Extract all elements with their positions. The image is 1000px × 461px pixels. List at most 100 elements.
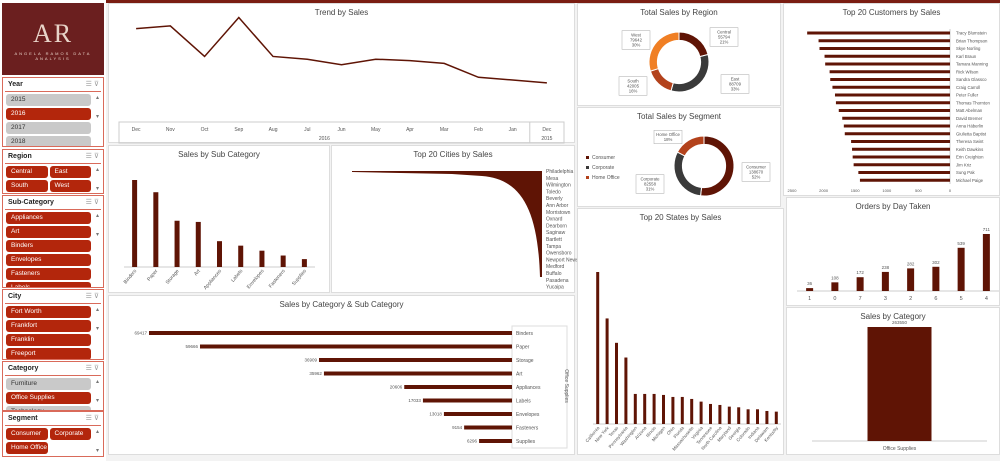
scrollbar[interactable]: ▴ ▾ (95, 95, 99, 120)
slicer-item[interactable]: 2015 (6, 94, 91, 106)
multi-select-icon[interactable]: ☰ (85, 81, 92, 88)
data-label: 36 (807, 281, 813, 286)
multi-select-icon[interactable]: ☰ (85, 415, 92, 422)
slicer-item[interactable]: Technology (6, 406, 91, 410)
bar (652, 393, 656, 424)
slicer-item[interactable]: East (49, 166, 91, 178)
catsub-panel: Sales by Category & Sub Category 69417 Bin… (108, 295, 575, 455)
slicer-title: Year (8, 81, 23, 88)
slicer-item[interactable]: Fort Worth (6, 306, 91, 318)
y-tick-label: Buffalo (546, 271, 562, 277)
bar (238, 245, 244, 267)
x-tick-label: 4 (985, 296, 988, 302)
slicer-item[interactable]: Fasteners (6, 268, 91, 280)
slicer-item[interactable]: Consumer (6, 428, 48, 440)
slicer-item[interactable]: Appliances (6, 212, 91, 224)
y-tick-label: Tamara Manning (956, 62, 989, 67)
data-label-text: 21% (720, 40, 729, 45)
slicer-item[interactable]: 2018 (6, 136, 91, 146)
slicer-item[interactable]: Frankfort (6, 320, 91, 332)
x-tick-label: Labels (230, 268, 244, 284)
y-tick-label: Wilmington (546, 183, 571, 189)
y-tick-label: Theresa Swint (956, 139, 984, 144)
scrollbar[interactable]: ▴ ▾ (95, 213, 99, 238)
slicer-item[interactable]: Envelopes (6, 254, 91, 266)
slicer-item[interactable]: West (49, 180, 91, 192)
slice-central (678, 31, 709, 58)
x-tick-label: Mar (440, 127, 449, 133)
bar (680, 396, 684, 424)
slicer-item[interactable]: Office Supplies (6, 392, 91, 404)
data-label: 6296 (467, 439, 478, 444)
multi-select-icon[interactable]: ☰ (85, 365, 92, 372)
bar (662, 394, 665, 424)
multi-select-icon[interactable]: ☰ (85, 153, 92, 160)
y-tick-label: Craig Carroll (956, 85, 980, 90)
slicer-item[interactable]: Home Office (6, 442, 48, 454)
y-tick-label: Erin Creighton (956, 155, 984, 160)
x-tick-label: 3 (884, 296, 887, 302)
slicer-item[interactable]: Corporate (49, 428, 91, 440)
bar (832, 85, 950, 89)
clear-filter-icon[interactable]: ⊽ (93, 293, 99, 300)
subcat-chart: Binders Paper Storage Art Appliances Labels En… (123, 180, 315, 291)
bar (217, 241, 222, 267)
segment-panel: Total Sales by Segment Consumer 138670 52% C… (577, 107, 781, 207)
y-tick-label: Sandra Glassco (956, 77, 987, 82)
bar (825, 62, 950, 66)
bar (907, 268, 915, 291)
data-label: 711 (983, 227, 991, 232)
scrollbar[interactable]: ▴ ▾ (95, 379, 99, 404)
scrollbar[interactable]: ▴ ▾ (95, 307, 99, 332)
chart-title: Sales by Sub Category (178, 150, 260, 159)
slicer-item[interactable]: Art (6, 226, 91, 238)
x-tick-label: Apr (406, 127, 414, 133)
slicer-item[interactable]: 2017 (6, 122, 91, 134)
x-tick-label: Feb (474, 127, 483, 133)
y-tick-label: Appliances (516, 385, 541, 391)
trend-panel: Trend by Sales Dec Nov Oct Sep Aug Jul Jun May Ap… (108, 3, 575, 144)
y-tick-label: Paper (516, 345, 530, 351)
multi-select-icon[interactable]: ☰ (85, 293, 92, 300)
x-tick-label: Dec (542, 127, 551, 133)
bar (746, 409, 750, 424)
slicer-item[interactable]: Freeport (6, 348, 91, 359)
clear-filter-icon[interactable]: ⊽ (93, 365, 99, 372)
data-label-text: 88709 (729, 82, 742, 87)
multi-select-icon[interactable]: ☰ (85, 199, 92, 206)
scrollbar[interactable]: ▴ ▾ (95, 167, 99, 192)
slicer-header: Year ☰ ⊽ (5, 78, 101, 92)
y-tick-label: Storage (516, 358, 534, 364)
data-label-text: 55794 (718, 35, 731, 40)
y-tick-label: Thomas Thornton (956, 100, 990, 105)
slicer-item[interactable]: 2016 (6, 108, 91, 120)
slicer-item[interactable]: South (6, 180, 48, 192)
x-tick-label: 2500 (788, 188, 798, 193)
bar (932, 266, 940, 291)
clear-filter-icon[interactable]: ⊽ (93, 81, 99, 88)
bar (806, 288, 814, 291)
x-tick-label: Nov (166, 127, 175, 133)
bar (259, 250, 265, 267)
data-label-text: South (627, 78, 639, 83)
bar (737, 407, 741, 424)
bar (596, 272, 600, 424)
slicer-item[interactable]: Furniture (6, 378, 91, 390)
slicer-item[interactable]: Franklin (6, 334, 91, 346)
bar (280, 255, 286, 267)
data-label: 172 (856, 270, 864, 275)
bar (957, 247, 965, 291)
clear-filter-icon[interactable]: ⊽ (93, 153, 99, 160)
clear-filter-icon[interactable]: ⊽ (93, 199, 99, 206)
slicer-item[interactable]: Labels (6, 282, 91, 287)
legend-swatch (586, 166, 589, 169)
logo-subtitle: ANGELA RAMOS DATA ANALYSIS (14, 51, 92, 61)
x-tick-label: Storage (165, 268, 181, 285)
scrollbar[interactable]: ▴ ▾ (95, 429, 99, 454)
cities-panel: Top 20 Cities by Sales Philadelphia Mesa Wi… (331, 145, 579, 293)
slicer-item[interactable]: Binders (6, 240, 91, 252)
slicer-item[interactable]: Central (6, 166, 48, 178)
clear-filter-icon[interactable]: ⊽ (93, 415, 99, 422)
y-tick-label: Binders (516, 331, 533, 337)
x-tick-label: 6 (934, 296, 937, 302)
